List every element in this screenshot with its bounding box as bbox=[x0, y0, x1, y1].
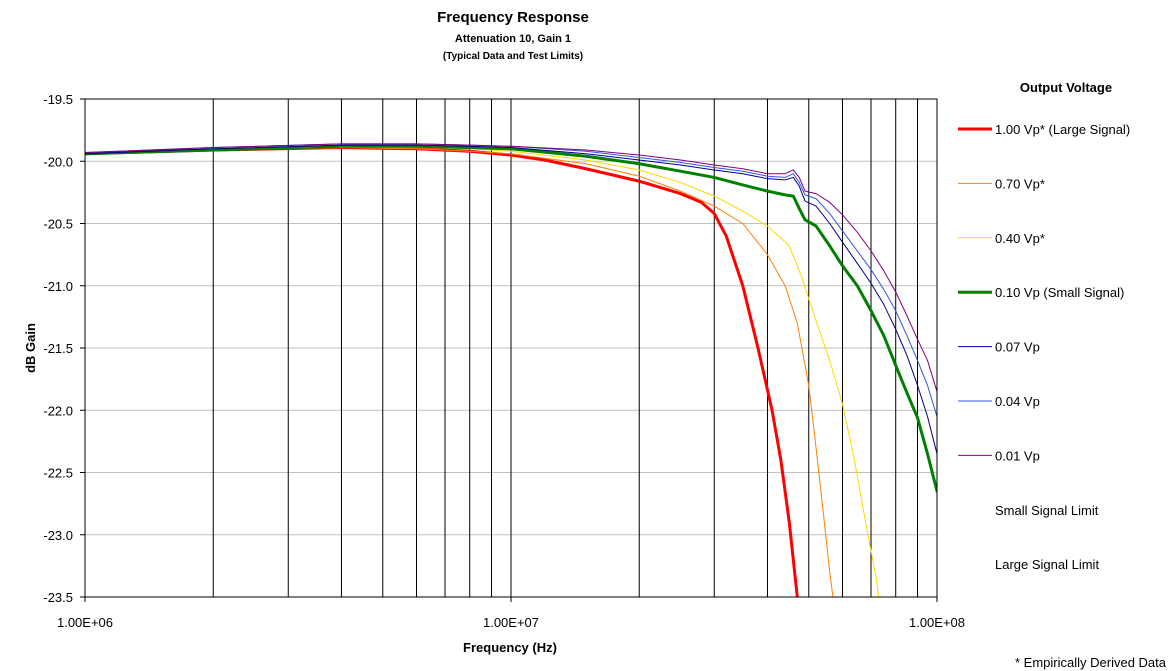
legend-label-0: 1.00 Vp* (Large Signal) bbox=[995, 122, 1130, 137]
series-line-1 bbox=[85, 147, 834, 597]
y-tick-label: -21.5 bbox=[43, 341, 73, 356]
legend-label-4: 0.07 Vp bbox=[995, 340, 1040, 355]
legend-label-2: 0.40 Vp* bbox=[995, 231, 1045, 246]
chart-title: Frequency Response bbox=[437, 9, 589, 26]
x-tick-label: 1.00E+07 bbox=[483, 615, 539, 630]
legend-label-1: 0.70 Vp* bbox=[995, 176, 1045, 191]
series-lines bbox=[85, 143, 937, 597]
series-line-6 bbox=[85, 143, 937, 393]
y-tick-label: -21.0 bbox=[43, 279, 73, 294]
x-axis-ticks: 1.00E+06 1.00E+07 1.00E+08 bbox=[57, 597, 965, 630]
series-line-2 bbox=[85, 147, 880, 597]
legend-label-7: Small Signal Limit bbox=[995, 503, 1099, 518]
y-tick-label: -23.0 bbox=[43, 528, 73, 543]
y-axis-title: dB Gain bbox=[23, 323, 38, 373]
chart-subtitle-2: (Typical Data and Test Limits) bbox=[443, 51, 583, 62]
y-tick-label: -20.0 bbox=[43, 154, 73, 169]
legend: 1.00 Vp* (Large Signal) 0.70 Vp* 0.40 Vp* 0… bbox=[958, 122, 1130, 572]
y-tick-label: -19.5 bbox=[43, 92, 73, 107]
y-tick-label: -20.5 bbox=[43, 217, 73, 232]
legend-label-3: 0.10 Vp (Small Signal) bbox=[995, 285, 1124, 300]
y-tick-label: -23.5 bbox=[43, 590, 73, 605]
series-line-0 bbox=[85, 146, 799, 597]
x-tick-label: 1.00E+08 bbox=[909, 615, 965, 630]
legend-title: Output Voltage bbox=[1020, 80, 1112, 95]
y-axis-ticks: -19.5 -20.0 -20.5 -21.0 -21.5 -22.0 -22.5 -23.0… bbox=[43, 92, 85, 605]
footnote: * Empirically Derived Data bbox=[1015, 655, 1167, 670]
series-line-3 bbox=[85, 144, 937, 493]
x-axis-title: Frequency (Hz) bbox=[463, 640, 557, 655]
legend-label-5: 0.04 Vp bbox=[995, 394, 1040, 409]
chart-subtitle: Attenuation 10, Gain 1 bbox=[455, 33, 571, 45]
x-tick-label: 1.00E+06 bbox=[57, 615, 113, 630]
series-line-4 bbox=[85, 144, 937, 455]
legend-label-6: 0.01 Vp bbox=[995, 448, 1040, 463]
y-tick-label: -22.0 bbox=[43, 403, 73, 418]
grid bbox=[85, 98, 937, 598]
y-tick-label: -22.5 bbox=[43, 466, 73, 481]
legend-label-8: Large Signal Limit bbox=[995, 557, 1099, 572]
